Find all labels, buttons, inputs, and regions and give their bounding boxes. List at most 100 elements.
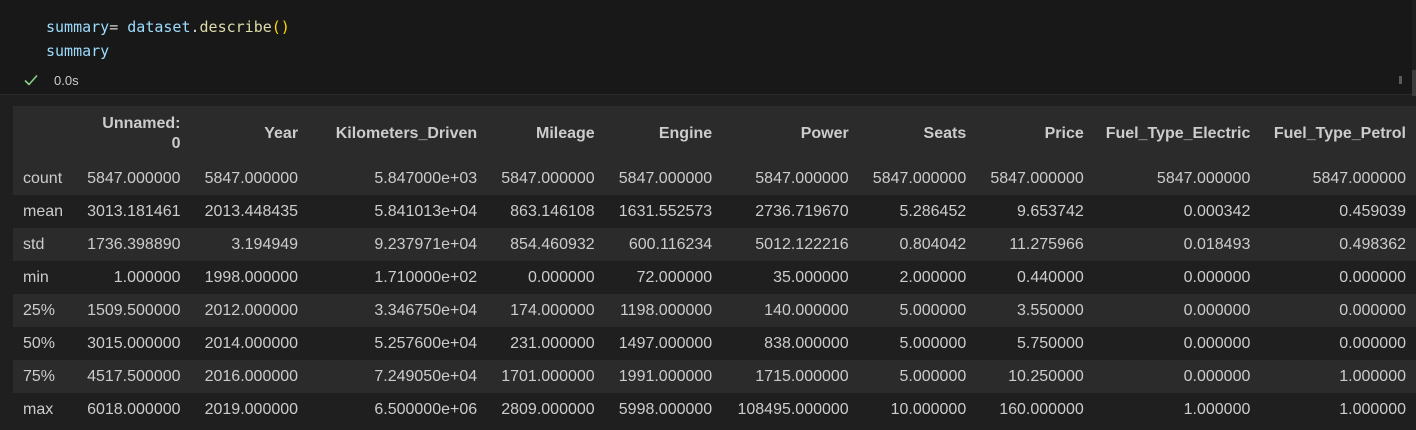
column-header: Unnamed: 0: [81, 106, 191, 162]
table-row: 50% 3015.000000 2014.000000 5.257600e+04 231…: [13, 327, 1416, 360]
table-cell: 5.000000: [899, 367, 967, 385]
table-cell: 5847.000000: [204, 169, 299, 187]
table-cell: 0.000000: [1183, 367, 1251, 385]
table-cell: 5.286452: [899, 202, 967, 220]
code-line-1: summary= dataset.describe(): [46, 16, 290, 38]
row-index-label: 75%: [23, 367, 56, 385]
table-header-row: Unnamed: 0 Year Kilometers_Driven Mileage…: [13, 106, 1416, 162]
row-index-label: std: [23, 235, 45, 253]
table-cell: 5847.000000: [87, 169, 181, 187]
table-cell: 2809.000000: [501, 400, 595, 418]
index-header: [13, 106, 81, 162]
table-cell: 5.847000e+03: [374, 169, 478, 187]
table-cell: 2016.000000: [204, 367, 299, 385]
scrollbar[interactable]: [1412, 70, 1416, 96]
table-cell: 10.250000: [1008, 367, 1084, 385]
table-cell: 5.841013e+04: [374, 202, 478, 220]
table-cell: 3015.000000: [87, 334, 181, 352]
table-cell: 2014.000000: [204, 334, 299, 352]
table-cell: 72.000000: [636, 268, 713, 286]
table-row: max 6018.000000 2019.000000 6.500000e+06 280…: [13, 393, 1416, 426]
column-header: Fuel_Type_Petrol: [1273, 125, 1406, 142]
table-cell: 3.346750e+04: [374, 301, 478, 319]
table-cell: 9.653742: [1017, 202, 1084, 220]
table-cell: 0.000000: [1183, 301, 1251, 319]
table-cell: 108495.000000: [737, 400, 849, 418]
dataframe-table: Unnamed: 0 Year Kilometers_Driven Mileage…: [13, 106, 1416, 426]
cell-output: Unnamed: 0 Year Kilometers_Driven Mileage…: [0, 96, 1416, 430]
table-cell: 854.460932: [510, 235, 595, 253]
row-index-label: max: [23, 400, 54, 418]
code-editor[interactable]: summary= dataset.describe() summary 0.0s: [0, 0, 1412, 95]
table-cell: 0.000000: [1339, 334, 1406, 352]
table-cell: 5.257600e+04: [374, 334, 478, 352]
code-token: dataset: [127, 18, 191, 36]
table-cell: 1.000000: [1183, 400, 1251, 418]
table-cell: 3.194949: [231, 235, 299, 253]
table-cell: 231.000000: [510, 334, 595, 352]
execution-status: 0.0s: [22, 70, 79, 90]
table-cell: 0.018493: [1183, 235, 1251, 253]
table-cell: 1715.000000: [755, 367, 849, 385]
code-token: .: [190, 18, 200, 36]
table-cell: 11.275966: [1009, 235, 1084, 253]
table-cell: 140.000000: [764, 301, 849, 319]
table-cell: 5847.000000: [501, 169, 595, 187]
table-cell: 5847.000000: [990, 169, 1084, 187]
table-cell: 10.000000: [890, 400, 967, 418]
table-cell: 5847.000000: [872, 169, 967, 187]
table-cell: 1991.000000: [618, 367, 713, 385]
table-cell: 5847.000000: [1156, 169, 1251, 187]
row-index-label: 50%: [23, 334, 56, 352]
check-icon: [22, 71, 40, 89]
table-cell: 0.498362: [1339, 235, 1406, 253]
column-header-line: 0: [171, 135, 181, 152]
table-cell: 1998.000000: [204, 268, 299, 286]
code-token: summary: [46, 18, 110, 36]
column-header-line: Unnamed:: [102, 115, 181, 132]
table-cell: 5.750000: [1017, 334, 1084, 352]
code-token: =: [109, 18, 128, 36]
table-cell: 0.000342: [1183, 202, 1251, 220]
column-header: Price: [1044, 125, 1084, 142]
table-cell: 1.000000: [113, 268, 181, 286]
table-cell: 1.710000e+02: [374, 268, 478, 286]
row-index-label: min: [23, 268, 49, 286]
column-header: Power: [800, 125, 849, 142]
execution-time: 0.0s: [54, 72, 79, 88]
code-token: describe: [199, 18, 272, 36]
table-cell: 3013.181461: [87, 202, 181, 220]
overview-ruler-marker: [1399, 76, 1402, 84]
table-cell: 4517.500000: [87, 367, 181, 385]
table-cell: 0.000000: [1183, 334, 1251, 352]
code-token: summary: [46, 42, 110, 60]
column-header: Engine: [658, 125, 713, 142]
table-cell: 0.000000: [1339, 268, 1406, 286]
table-cell: 1701.000000: [501, 367, 595, 385]
column-header: Year: [264, 125, 299, 142]
table-cell: 2019.000000: [204, 400, 299, 418]
column-header: Fuel_Type_Electric: [1105, 125, 1251, 142]
table-cell: 5.000000: [899, 334, 967, 352]
table-cell: 5.000000: [899, 301, 967, 319]
table-cell: 0.459039: [1339, 202, 1406, 220]
table-cell: 1509.500000: [87, 301, 181, 319]
table-row: min 1.000000 1998.000000 1.710000e+02 0.0000…: [13, 261, 1416, 294]
table-cell: 2012.000000: [204, 301, 299, 319]
column-header: Mileage: [535, 125, 595, 142]
table-cell: 160.000000: [999, 400, 1084, 418]
table-cell: 0.000000: [1339, 301, 1406, 319]
table-cell: 1.000000: [1339, 367, 1406, 385]
code-line-2: summary: [46, 40, 109, 62]
table-cell: 1631.552573: [618, 202, 713, 220]
table-row: 25% 1509.500000 2012.000000 3.346750e+04 174…: [13, 294, 1416, 327]
table-cell: 1198.000000: [619, 301, 713, 319]
table-cell: 5847.000000: [1312, 169, 1406, 187]
table-cell: 2736.719670: [755, 202, 849, 220]
code-token: (): [271, 18, 290, 36]
table-cell: 2013.448435: [204, 202, 299, 220]
row-index-label: count: [23, 169, 63, 187]
table-cell: 6.500000e+06: [374, 400, 478, 418]
table-cell: 5847.000000: [755, 169, 849, 187]
